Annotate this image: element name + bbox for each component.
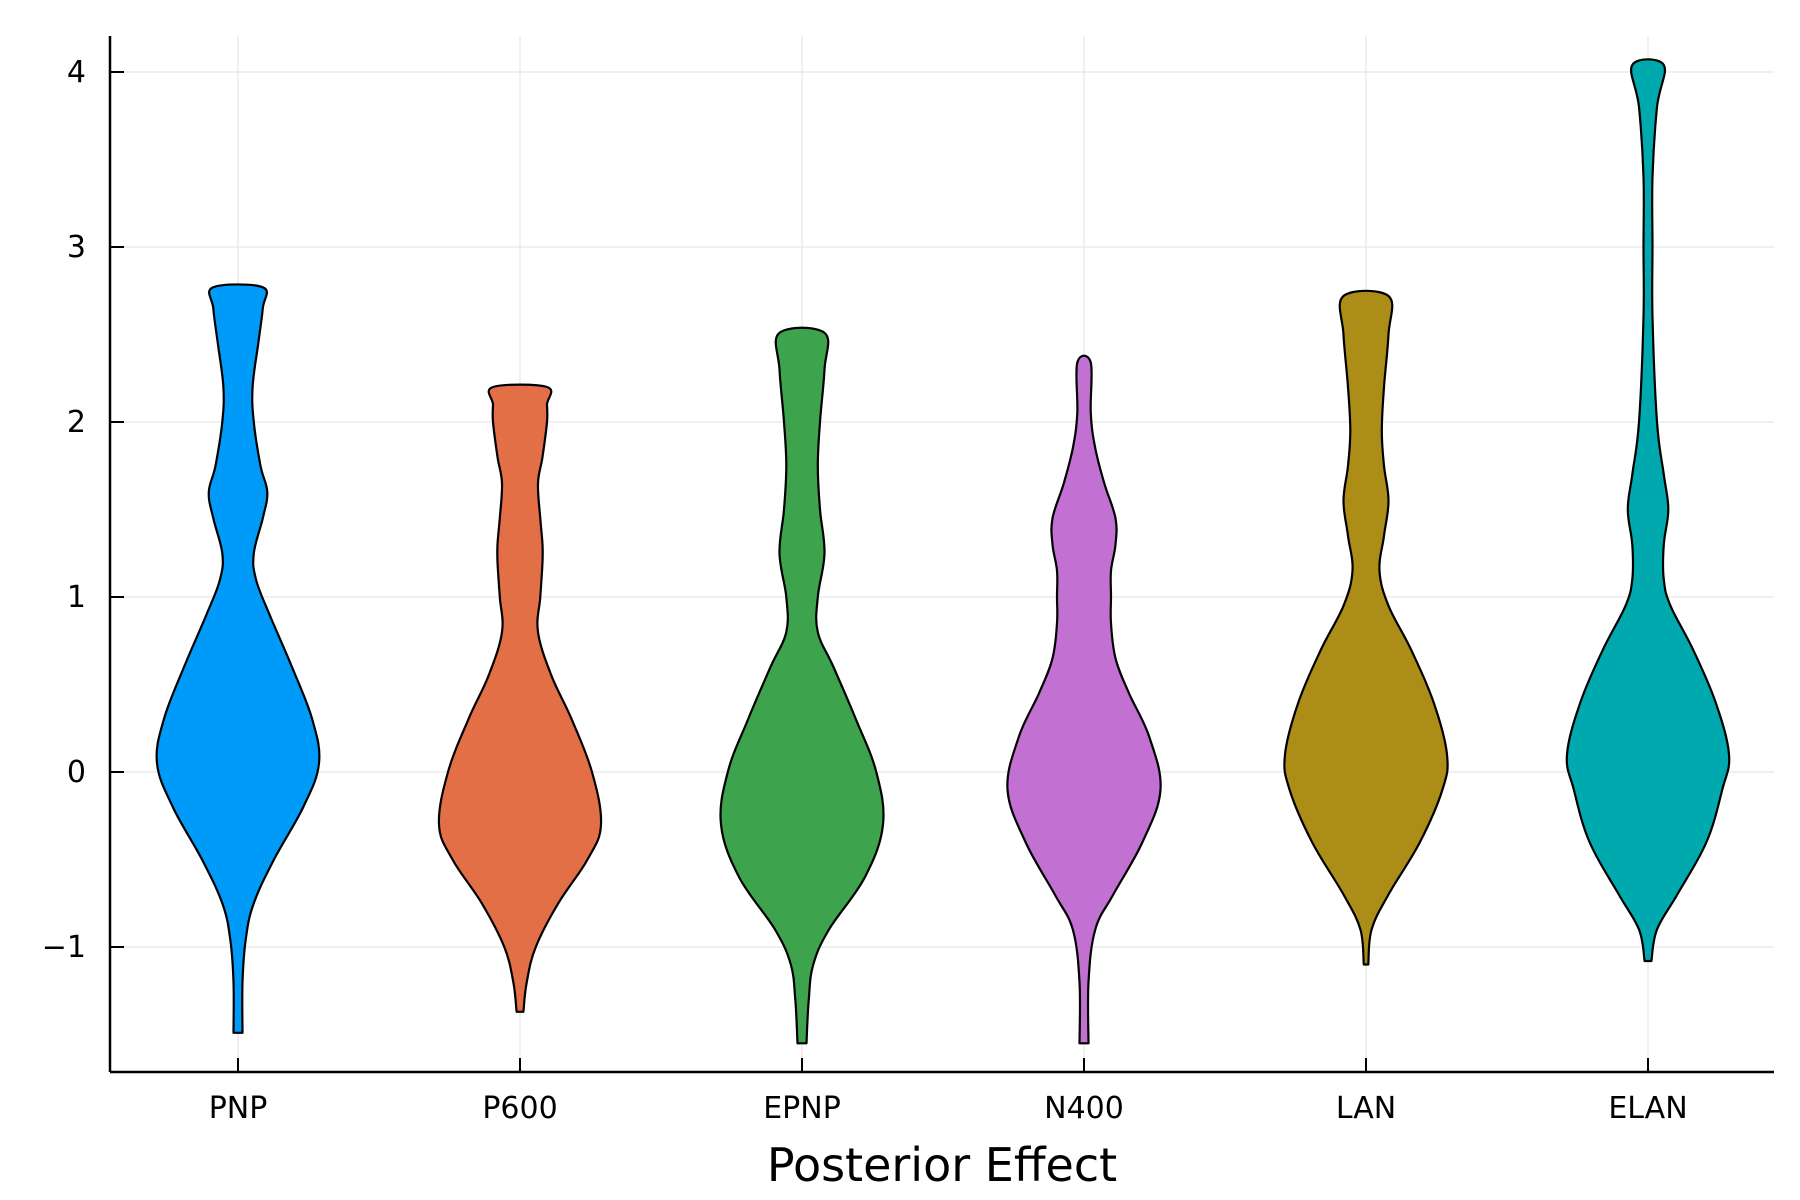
- x-tick-label: LAN: [1336, 1091, 1396, 1126]
- axes: [108, 36, 1774, 1074]
- violin-lan: [1283, 289, 1449, 966]
- x-tick-label: EPNP: [763, 1091, 841, 1126]
- x-tick-label: ELAN: [1608, 1091, 1687, 1126]
- y-tick-label: −1: [42, 930, 86, 965]
- violin-epnp: [719, 326, 885, 1045]
- x-ticks: PNP P600 EPNP N400 LAN ELAN: [209, 1058, 1688, 1126]
- y-tick-label: 0: [67, 755, 86, 790]
- violin-n400: [1006, 354, 1162, 1045]
- y-ticks: −1 0 1 2 3 4: [42, 55, 124, 965]
- x-tick-label: PNP: [209, 1091, 268, 1126]
- y-tick-label: 3: [67, 230, 86, 265]
- violins: [155, 58, 1731, 1045]
- gridlines: [110, 36, 1774, 1072]
- violin-pnp: [155, 283, 321, 1034]
- x-axis-title: Posterior Effect: [767, 1138, 1117, 1192]
- x-tick-label: P600: [482, 1091, 557, 1126]
- violin-elan: [1565, 58, 1731, 963]
- y-tick-label: 4: [67, 55, 86, 90]
- y-tick-label: 2: [67, 405, 86, 440]
- x-tick-label: N400: [1044, 1091, 1124, 1126]
- violin-p600: [437, 383, 603, 1013]
- y-tick-label: 1: [67, 580, 86, 615]
